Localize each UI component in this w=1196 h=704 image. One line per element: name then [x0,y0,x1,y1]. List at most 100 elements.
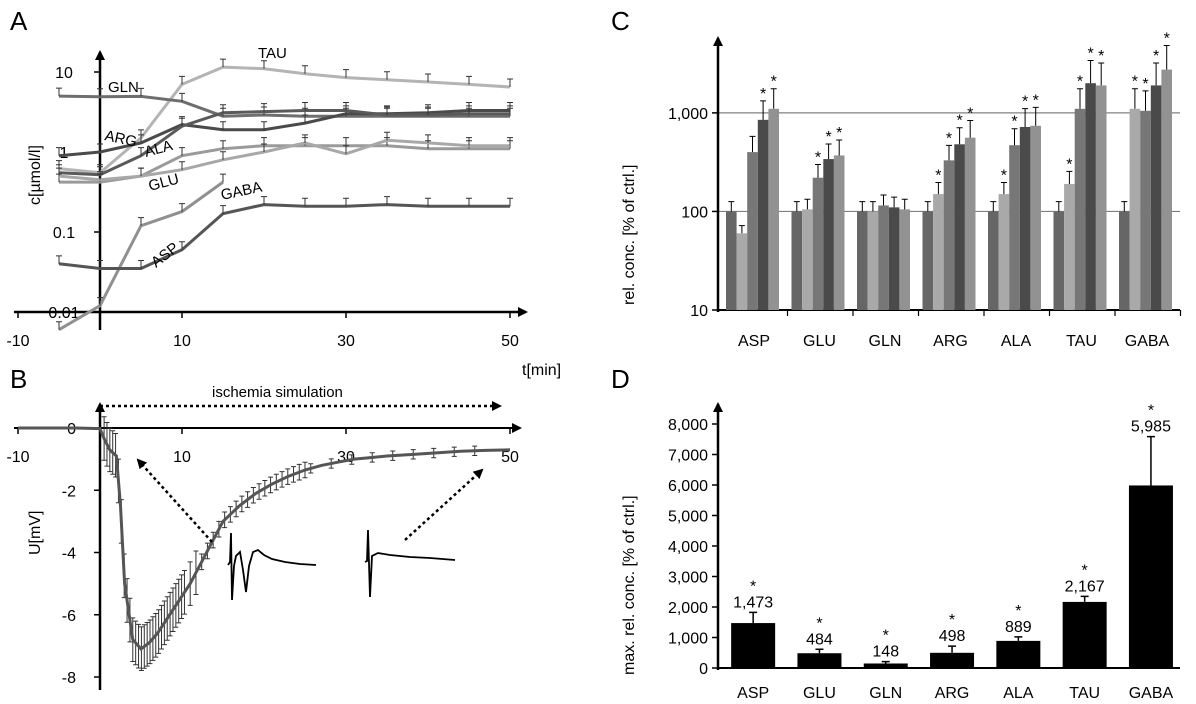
error-bar-c [1055,201,1062,212]
error-bar-a [261,196,267,205]
sig-star-d: * [816,615,822,632]
error-bar-a [179,92,185,102]
error-bar-c [956,127,963,145]
error-bar-d [1014,636,1023,641]
x-tick-label-d: ARG [935,685,970,702]
error-bar-a [343,69,349,78]
bar-d-ala [996,640,1041,668]
error-bar-c [1098,62,1105,86]
axis-a-ylabel: c[µmol/l] [27,145,44,205]
series-label-gln: GLN [108,79,139,96]
series-line-arg [58,109,510,158]
x-tick-label-d: ALA [1003,685,1034,702]
error-bar-a [220,121,226,130]
bar-c-gln [857,211,868,310]
bar-c-asp [747,152,758,310]
error-bar-a [138,87,144,97]
error-bar-a [179,75,185,85]
error-bar-c [1163,45,1170,70]
error-bar-c [990,201,997,212]
error-bar-a [56,255,62,264]
bar-c-tau [1085,83,1096,310]
sig-star-c: * [1087,46,1093,63]
sig-star-c: * [1033,92,1039,109]
sig-star-c: * [1153,48,1159,65]
y-tick-label-c: 10 [690,303,708,320]
y-tick-label-c: 1,000 [668,106,708,123]
voltage-trace [18,426,511,652]
bar-c-gln [867,211,879,310]
bar-c-glu [833,155,845,310]
panel-letter-a: A [10,6,28,36]
error-bar-a [384,196,390,205]
y-tick-label-d: 6,000 [668,478,708,495]
panel-letter-b: B [10,364,27,394]
x-tick-label-b: 10 [173,449,191,466]
error-bar-a [302,114,308,124]
bar-c-asp [768,108,779,311]
bar-c-glu [791,211,803,310]
error-bar-a [220,58,226,68]
panel-letter-c: C [611,6,630,36]
error-bar-c [728,201,735,212]
y-tick-label-d: 2,000 [668,600,708,617]
bar-c-arg [922,211,934,310]
sig-star-c: * [1077,74,1083,91]
bar-c-ala [1009,145,1020,310]
error-bar-a [56,87,62,97]
error-bar-a [425,134,431,143]
error-bar-a [302,102,308,111]
error-bar-c [859,201,866,212]
error-bar-c [924,201,931,212]
error-bar-a [302,197,308,207]
y-tick-label-d: 1,000 [668,631,708,648]
error-bar-a [138,134,144,143]
error-bar-c [1077,88,1083,109]
sig-star-c: * [1066,156,1072,173]
error-bar-c [901,198,908,210]
x-tick-label-d: GABA [1129,685,1174,702]
error-bar-a [466,137,472,146]
axes-d: 0 1,000 2,000 3,000 4,000 5,000 6,000 7,000 8,00… [668,402,1180,702]
error-bar-d [948,645,957,653]
y-tick-label-c: 100 [681,204,708,221]
bar-c-tau [1053,211,1065,310]
sig-star-c: * [1022,94,1028,111]
x-tick-label-a: 50 [501,333,519,350]
error-bar-a [466,197,472,207]
error-bar-c [738,225,745,234]
error-bar-a [425,197,431,207]
error-bar-a [97,143,103,152]
error-bar-d [1080,595,1089,602]
bar-c-ala [988,211,999,310]
y-tick-label-b: -4 [62,546,76,563]
bar-c-tau [1074,108,1086,311]
error-bar-a [507,105,513,114]
bar-c-tau [1095,85,1107,311]
error-bar-c [1022,108,1029,127]
error-bar-c [1011,128,1018,146]
error-bar-a [507,78,513,87]
error-bar-a [56,147,62,156]
y-tick-label-a: 10 [55,65,73,82]
error-bar-a [220,104,226,113]
annotation-ischemia: ischemia simulation [212,384,343,401]
bar-c-glu [812,177,824,310]
axis-b-ylabel: U[mV] [27,511,44,555]
sig-star-c: * [956,113,962,130]
error-bar-a [56,167,62,177]
error-bar-a [507,137,513,146]
bar-c-glu [823,159,834,310]
pointer-arrow-late [404,468,484,541]
x-tick-label-c: ASP [738,333,770,350]
sig-star-c: * [1098,48,1104,65]
sig-star-c: * [1132,74,1138,91]
bars-c: **** **** **** **** ** *** [726,31,1172,311]
series-line-asp [58,203,510,270]
sig-star-c: * [935,167,941,184]
data-label-d: 1,473 [733,594,773,611]
data-label-d: 5,985 [1131,419,1171,436]
error-bar-a [384,106,390,116]
error-bar-a [138,217,144,226]
bar-d-gln [863,663,908,668]
